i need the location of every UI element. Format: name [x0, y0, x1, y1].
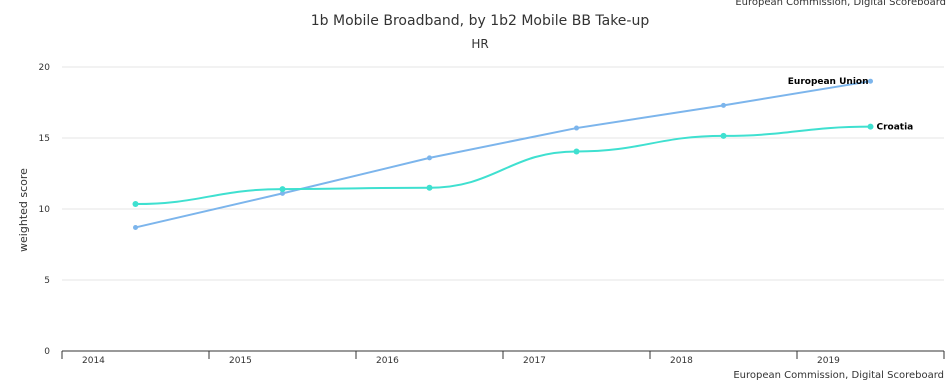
x-tick-label: 2015 [229, 356, 252, 366]
y-tick-label: 15 [39, 134, 50, 144]
series-end-label: European Union [788, 77, 869, 87]
y-tick-label: 0 [44, 347, 50, 357]
data-point[interactable] [427, 155, 432, 161]
x-tick-label: 2017 [523, 356, 546, 366]
x-tick-label: 2016 [376, 356, 399, 366]
x-tick-label: 2014 [82, 356, 105, 366]
data-point[interactable] [132, 201, 139, 208]
credit-top: European Commission, Digital Scoreboard [735, 0, 946, 8]
data-point[interactable] [574, 125, 579, 131]
data-point[interactable] [279, 186, 286, 193]
series-line [135, 125, 871, 206]
y-tick-label: 5 [44, 276, 50, 286]
y-axis-label: weighted score [17, 168, 30, 252]
data-point[interactable] [721, 102, 726, 108]
chart-title: 1b Mobile Broadband, by 1b2 Mobile BB Ta… [311, 13, 650, 29]
series-group: European Union Croatia [132, 77, 914, 230]
x-axis-ticks: 2014 2015 2016 2017 2018 2019 [61, 351, 945, 366]
data-point[interactable] [133, 224, 138, 230]
series-line [135, 80, 871, 229]
series-end-label: Croatia [877, 123, 914, 133]
y-axis-ticks: 0 5 10 15 20 [39, 63, 51, 357]
x-tick-label: 2018 [670, 356, 693, 366]
data-point[interactable] [868, 78, 873, 84]
data-point[interactable] [573, 148, 580, 155]
credit-bottom: European Commission, Digital Scoreboard [733, 370, 944, 381]
data-point[interactable] [867, 123, 874, 130]
gridlines [62, 66, 944, 281]
y-tick-label: 10 [39, 205, 51, 215]
data-point[interactable] [280, 190, 285, 196]
data-point[interactable] [720, 132, 727, 139]
y-tick-label: 20 [39, 63, 51, 73]
data-point[interactable] [426, 184, 433, 191]
chart-subtitle: HR [471, 37, 488, 51]
x-tick-label: 2019 [817, 356, 840, 366]
